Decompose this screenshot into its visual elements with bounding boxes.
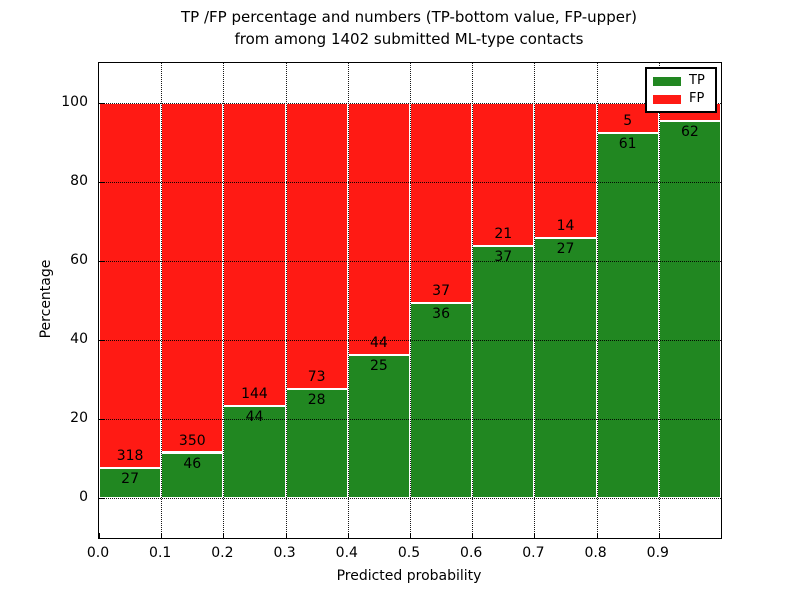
bar-segment-fp bbox=[410, 102, 473, 304]
x-axis-tick bbox=[472, 533, 474, 538]
tp-count-label: 37 bbox=[494, 248, 513, 265]
y-tick-label: 60 bbox=[70, 251, 88, 268]
bar-segment-tp bbox=[410, 303, 473, 499]
legend-entry-fp: FP bbox=[653, 92, 709, 106]
x-tick-label: 0.6 bbox=[460, 545, 483, 561]
gridline-vertical bbox=[596, 63, 598, 538]
chart-title-line2: from among 1402 submitted ML-type contac… bbox=[234, 30, 584, 48]
fp-count-label: 73 bbox=[307, 368, 326, 385]
bar-segment-tp bbox=[658, 120, 721, 499]
fp-count-label: 144 bbox=[241, 385, 268, 402]
fp-count-label: 21 bbox=[494, 225, 513, 242]
bar-segment-fp bbox=[347, 102, 410, 356]
gridline-horizontal bbox=[99, 498, 721, 500]
gridline-vertical bbox=[534, 63, 536, 538]
x-tick-label: 0.7 bbox=[522, 545, 545, 561]
bar-segment-fp bbox=[534, 102, 597, 238]
tp-count-label: 61 bbox=[618, 135, 637, 152]
x-axis-tick bbox=[99, 533, 100, 538]
y-tick-label: 80 bbox=[70, 172, 88, 189]
x-axis-tick bbox=[596, 533, 598, 538]
bar-segment-fp bbox=[161, 102, 224, 453]
legend-entry-tp: TP bbox=[653, 74, 709, 88]
x-axis-tick bbox=[285, 533, 287, 538]
x-axis-tick bbox=[534, 533, 536, 538]
fp-count-label: 37 bbox=[432, 283, 450, 300]
bar-segment-tp bbox=[99, 467, 162, 499]
tp-count-label: 27 bbox=[556, 240, 575, 257]
fp-count-label: 44 bbox=[369, 335, 388, 352]
x-axis-tick bbox=[161, 533, 163, 538]
gridline-vertical bbox=[472, 63, 474, 538]
x-axis-tick bbox=[223, 533, 225, 538]
y-tick-label: 40 bbox=[70, 331, 88, 348]
gridline-horizontal bbox=[99, 181, 721, 183]
x-tick-label: 0.3 bbox=[273, 545, 296, 561]
x-axis-tick bbox=[658, 533, 660, 538]
gridline-horizontal bbox=[99, 340, 721, 342]
plot-area: 27 318 46 350 44 144 28 73 25 44 36 37 37 21 27 14 61 5 62 bbox=[98, 62, 722, 539]
bar-segment-fp bbox=[223, 102, 286, 406]
tp-count-label: 28 bbox=[307, 391, 326, 408]
x-axis-tick bbox=[410, 533, 411, 538]
x-tick-label: 0.8 bbox=[584, 545, 607, 561]
x-tick-label: 0.1 bbox=[149, 545, 172, 561]
y-axis-tick bbox=[99, 498, 105, 500]
bar-segment-fp bbox=[99, 102, 162, 468]
y-tick-label: 20 bbox=[70, 410, 88, 427]
y-axis-label: Percentage bbox=[38, 259, 54, 339]
y-axis-tick bbox=[99, 102, 105, 104]
gridline-horizontal bbox=[99, 260, 721, 262]
gridline-vertical bbox=[285, 63, 287, 538]
tp-count-label: 25 bbox=[369, 358, 388, 375]
x-tick-label: 0.0 bbox=[86, 545, 110, 561]
tp-count-label: 27 bbox=[121, 470, 139, 487]
y-axis-tick bbox=[99, 340, 105, 342]
chart-title-line1: TP /FP percentage and numbers (TP-bottom… bbox=[181, 8, 637, 26]
gridline-vertical bbox=[658, 63, 660, 538]
tp-count-label: 36 bbox=[432, 306, 450, 323]
bar-segment-tp bbox=[347, 355, 410, 499]
fp-count-label: 318 bbox=[116, 447, 144, 464]
y-tick-label: 0 bbox=[79, 489, 88, 506]
chart-title: TP /FP percentage and numbers (TP-bottom… bbox=[98, 6, 720, 50]
tp-count-label: 44 bbox=[245, 408, 264, 425]
legend-swatch-fp-icon bbox=[653, 94, 681, 104]
fp-count-label: 14 bbox=[556, 217, 575, 234]
x-axis-label: Predicted probability bbox=[336, 568, 482, 584]
x-tick-label: 0.9 bbox=[646, 545, 669, 561]
tp-count-label: 62 bbox=[680, 123, 699, 140]
legend-label-fp: FP bbox=[689, 91, 705, 106]
y-axis-tick bbox=[99, 419, 105, 421]
fp-count-label: 350 bbox=[178, 432, 206, 449]
tp-count-label: 46 bbox=[183, 455, 202, 472]
bar-segment-tp bbox=[472, 245, 535, 499]
gridline-horizontal bbox=[99, 419, 721, 421]
y-tick-label: 100 bbox=[61, 93, 88, 110]
bar-segment-tp bbox=[534, 237, 597, 499]
bar-segment-tp bbox=[596, 132, 659, 499]
y-axis-tick bbox=[99, 260, 105, 262]
x-tick-label: 0.5 bbox=[397, 545, 421, 561]
x-axis-tick bbox=[721, 533, 722, 538]
x-tick-label: 0.4 bbox=[335, 545, 358, 561]
x-tick-label: 0.2 bbox=[211, 545, 234, 561]
gridline-horizontal bbox=[99, 102, 721, 104]
fp-count-label: 5 bbox=[623, 112, 633, 129]
bar-segment-tp bbox=[161, 452, 224, 499]
gridline-vertical bbox=[223, 63, 225, 538]
bar-segment-fp bbox=[285, 102, 348, 389]
x-axis-tick bbox=[347, 533, 349, 538]
bar-segment-tp bbox=[285, 388, 348, 499]
gridline-vertical bbox=[347, 63, 349, 538]
legend-swatch-tp-icon bbox=[653, 76, 681, 86]
y-axis-tick bbox=[99, 181, 105, 183]
legend: TP FP bbox=[645, 67, 717, 113]
gridline-vertical bbox=[410, 63, 411, 538]
gridline-vertical bbox=[161, 63, 163, 538]
legend-label-tp: TP bbox=[689, 73, 705, 88]
